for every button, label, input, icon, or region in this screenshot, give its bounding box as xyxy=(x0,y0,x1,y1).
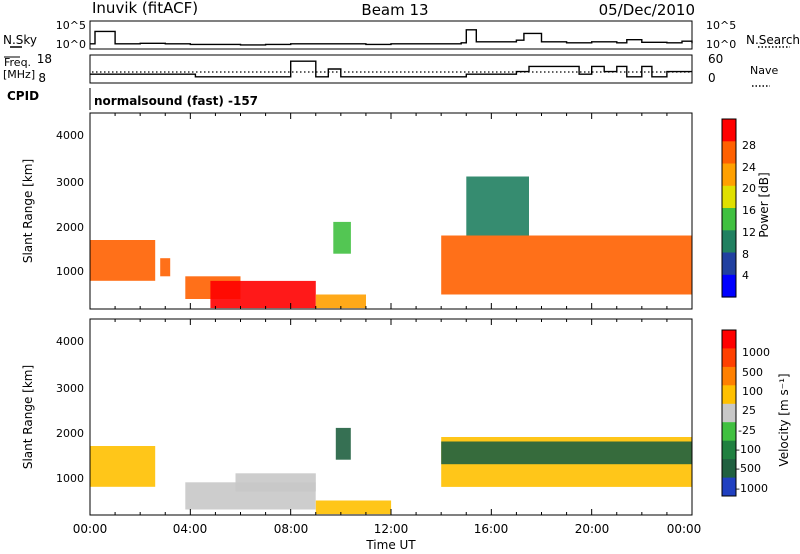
power-cbar-swatch-7 xyxy=(722,274,736,298)
vel-cbar-tick-neg25: -25 xyxy=(738,424,756,437)
freq-label-2: [MHz] xyxy=(3,68,35,81)
power-cbar-tick-28: 28 xyxy=(742,139,756,152)
power-region-0 xyxy=(90,240,156,281)
freq-line xyxy=(90,60,692,78)
vel-cbar-swatch-1 xyxy=(722,348,736,368)
freq-panel-frame xyxy=(89,54,693,84)
nsky-tick-bottom: 10^0 xyxy=(56,38,86,51)
vel-cbar-tick-100: 100 xyxy=(742,385,763,398)
cpid-value: normalsound (fast) -157 xyxy=(94,94,258,108)
vel-cbar-swatch-5 xyxy=(722,422,736,442)
power-region-1 xyxy=(160,258,171,277)
power-cbar-tick-8: 8 xyxy=(742,248,749,261)
velocity-region-3 xyxy=(315,500,392,515)
velocity-heatmap xyxy=(90,427,692,515)
vel-cbar-tick-neg500: -500 xyxy=(736,462,761,475)
vel-cbar-tick-1000: 1000 xyxy=(742,346,770,359)
power-cbar-tick-20: 20 xyxy=(742,182,756,195)
freq-label-1: Freq. xyxy=(4,56,31,69)
nave-tick-bottom: 0 xyxy=(708,71,716,85)
velocity-ytick-2000: 2000 xyxy=(56,427,84,440)
nsky-line xyxy=(90,29,693,46)
vel-cbar-swatch-2 xyxy=(722,366,736,386)
nsearch-label: N.Search xyxy=(746,33,800,47)
freq-tick-bottom: 8 xyxy=(38,71,46,85)
vel-cbar-swatch-4 xyxy=(722,403,736,423)
power-cbar-tick-12: 12 xyxy=(742,226,756,239)
velocity-cbar-label: Velocity [m s⁻¹] xyxy=(777,373,791,466)
date-title: 05/Dec/2010 xyxy=(599,1,695,19)
velocity-ytick-4000: 4000 xyxy=(56,335,84,348)
vel-cbar-frame xyxy=(721,329,737,497)
power-cbar-frame xyxy=(721,118,737,298)
vel-cbar-swatch-0 xyxy=(722,330,736,349)
xtick-0000: 00:00 xyxy=(73,522,108,536)
vel-cbar-tick-neg1000: -1000 xyxy=(736,482,768,495)
nsearch-tick-top: 10^5 xyxy=(706,19,736,32)
nsky-tick-top: 10^5 xyxy=(56,19,86,32)
vel-cbar-swatch-3 xyxy=(722,385,736,405)
vel-cbar-tick-500: 500 xyxy=(742,366,763,379)
vel-cbar-tick-neg100: -100 xyxy=(736,443,761,456)
velocity-region-6 xyxy=(441,441,692,465)
xtick-2400: 00:00 xyxy=(667,522,702,536)
power-cbar-swatch-3 xyxy=(722,185,736,209)
power-cbar-swatch-2 xyxy=(722,163,736,187)
xtick-2000: 20:00 xyxy=(575,522,610,536)
power-cbar-swatch-4 xyxy=(722,208,736,231)
power-cbar-tick-16: 16 xyxy=(742,204,756,217)
power-cbar-swatch-6 xyxy=(722,252,736,276)
x-tick-marks xyxy=(89,113,693,515)
xtick-0400: 04:00 xyxy=(173,522,208,536)
freq-tick-top: 18 xyxy=(37,52,52,66)
power-region-6 xyxy=(441,235,692,295)
velocity-region-4 xyxy=(335,427,351,460)
vel-cbar-swatch-8 xyxy=(722,477,736,497)
nave-label: Nave xyxy=(750,64,778,77)
power-ylabel: Slant Range [km] xyxy=(21,159,35,263)
power-ytick-2000: 2000 xyxy=(56,221,84,234)
power-region-7 xyxy=(466,176,529,236)
vel-cbar-tick-25: 25 xyxy=(742,404,756,417)
nsky-series xyxy=(90,29,693,46)
xtick-1600: 16:00 xyxy=(474,522,509,536)
freq-series xyxy=(90,60,692,78)
velocity-colorbar xyxy=(721,329,737,497)
power-cbar-label: Power [dB] xyxy=(757,172,771,237)
power-cbar-swatch-0 xyxy=(722,119,736,142)
power-ytick-3000: 3000 xyxy=(56,176,84,189)
velocity-ytick-1000: 1000 xyxy=(56,472,84,485)
power-cbar-tick-4: 4 xyxy=(742,269,749,282)
power-cbar-swatch-1 xyxy=(722,141,736,165)
power-cbar-swatch-5 xyxy=(722,230,736,254)
nsky-label: N.Sky xyxy=(3,33,37,47)
power-colorbar xyxy=(721,118,737,298)
beam-title: Beam 13 xyxy=(361,1,428,19)
vel-cbar-swatch-7 xyxy=(722,459,736,478)
xaxis-label: Time UT xyxy=(365,538,416,552)
vel-cbar-swatch-6 xyxy=(722,440,736,460)
power-region-3 xyxy=(210,280,316,309)
nsky-panel-frame xyxy=(89,20,693,50)
power-ytick-1000: 1000 xyxy=(56,265,84,278)
velocity-ytick-3000: 3000 xyxy=(56,382,84,395)
power-region-4 xyxy=(315,294,366,309)
power-heatmap xyxy=(90,176,692,309)
velocity-region-2 xyxy=(235,473,316,492)
power-cbar-tick-24: 24 xyxy=(742,161,756,174)
power-region-5 xyxy=(333,221,351,254)
nave-tick-top: 60 xyxy=(708,52,723,66)
xtick-1200: 12:00 xyxy=(374,522,409,536)
station-title: Inuvik (fitACF) xyxy=(92,0,198,17)
velocity-region-0 xyxy=(90,446,156,487)
nsearch-tick-bottom: 10^0 xyxy=(706,38,736,51)
xtick-0800: 08:00 xyxy=(274,522,309,536)
cpid-label: CPID xyxy=(7,89,39,103)
power-ytick-4000: 4000 xyxy=(56,129,84,142)
velocity-ylabel: Slant Range [km] xyxy=(21,365,35,469)
